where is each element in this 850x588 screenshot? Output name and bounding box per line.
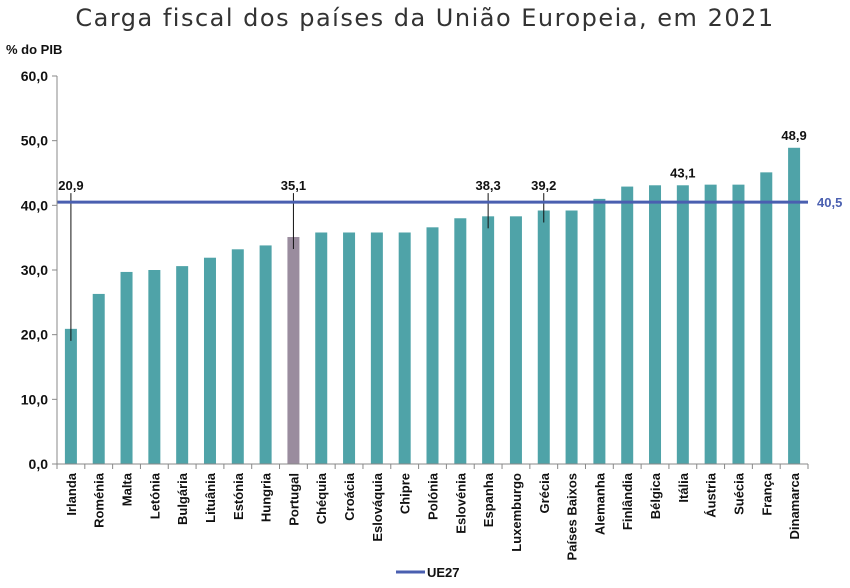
x-tick-label: França — [759, 472, 774, 515]
axes — [56, 76, 808, 465]
bar-15 — [482, 216, 495, 464]
x-tick-label: Dinamarca — [787, 472, 802, 539]
x-tick-label: Espanha — [481, 472, 496, 527]
x-tick-label: Bélgica — [648, 472, 663, 519]
x-tick-label: Itália — [676, 472, 691, 502]
x-tick-label: Chipre — [398, 473, 413, 514]
bar-12 — [398, 232, 411, 464]
x-tick-label: Malta — [120, 472, 135, 506]
y-tick-label: 60,0 — [21, 68, 48, 84]
data-label: 48,9 — [781, 128, 806, 143]
x-tick-label: Chéquia — [314, 472, 329, 524]
x-axis: Irlanda Roménia Malta Letónia Bulgária Lituân… — [56, 464, 809, 560]
bar-2 — [120, 271, 133, 464]
x-tick-label: Roménia — [92, 472, 107, 528]
bar-13 — [426, 227, 439, 464]
y-axis: 0,0 10,0 20,0 30,0 40,0 50,0 60,0 — [21, 68, 57, 472]
bar-10 — [343, 232, 356, 464]
data-label: 38,3 — [475, 178, 500, 193]
bar-11 — [370, 232, 383, 464]
x-tick-label: Polónia — [426, 472, 441, 520]
x-tick-label: Portugal — [286, 473, 301, 526]
chart-title: Carga fiscal dos países da União Europei… — [75, 4, 775, 32]
bar-7 — [259, 245, 272, 464]
bar-6 — [231, 249, 244, 464]
bars — [64, 147, 801, 464]
x-tick-label: Alemanha — [592, 472, 607, 535]
bar-22 — [676, 185, 689, 464]
x-tick-label: Luxemburgo — [509, 473, 524, 552]
data-label: 20,9 — [58, 178, 83, 193]
bar-1 — [92, 293, 105, 464]
y-axis-label: % do PIB — [6, 42, 62, 57]
bar-19 — [593, 198, 606, 464]
x-tick-label: Hungria — [259, 472, 274, 522]
data-label: 39,2 — [531, 178, 556, 193]
bar-9 — [315, 232, 328, 464]
bar-14 — [454, 218, 467, 464]
y-tick-label: 10,0 — [21, 391, 48, 407]
bar-25 — [760, 172, 773, 464]
x-tick-label: Irlanda — [64, 472, 79, 515]
x-tick-label: Letónia — [147, 472, 162, 519]
data-label: 35,1 — [281, 178, 306, 193]
x-tick-label: Croácia — [342, 472, 357, 520]
y-tick-label: 0,0 — [29, 456, 49, 472]
bar-4 — [176, 266, 189, 464]
x-tick-label: Bulgária — [175, 472, 190, 525]
y-tick-label: 50,0 — [21, 133, 48, 149]
x-tick-label: Países Baixos — [565, 473, 580, 560]
legend: UE27 — [396, 565, 460, 580]
bar-23 — [704, 184, 717, 464]
bar-17 — [537, 210, 550, 464]
y-tick-label: 20,0 — [21, 327, 48, 343]
bar-24 — [732, 184, 745, 464]
bar-18 — [565, 210, 578, 464]
data-label: 43,1 — [670, 165, 695, 180]
bar-21 — [649, 185, 662, 464]
legend-label: UE27 — [427, 565, 460, 580]
bar-26 — [788, 147, 801, 464]
y-tick-label: 40,0 — [21, 197, 48, 213]
bar-5 — [203, 257, 216, 464]
reference-line-group: 40,5 — [57, 195, 842, 210]
reference-line-label: 40,5 — [817, 195, 842, 210]
x-tick-label: Finlândia — [620, 472, 635, 530]
x-tick-label: Suécia — [731, 472, 746, 515]
bar-8 — [287, 237, 300, 464]
x-tick-label: Grécia — [537, 472, 552, 513]
bar-16 — [509, 216, 522, 464]
x-tick-label: Eslovénia — [453, 472, 468, 533]
x-tick-label: Eslováquia — [370, 472, 385, 541]
x-tick-label: Estónia — [231, 472, 246, 520]
bar-20 — [621, 186, 634, 464]
y-tick-label: 30,0 — [21, 262, 48, 278]
bar-0 — [64, 328, 77, 464]
bar-3 — [148, 270, 161, 464]
x-tick-label: Lituânia — [203, 472, 218, 523]
x-tick-label: Áustria — [704, 472, 719, 518]
